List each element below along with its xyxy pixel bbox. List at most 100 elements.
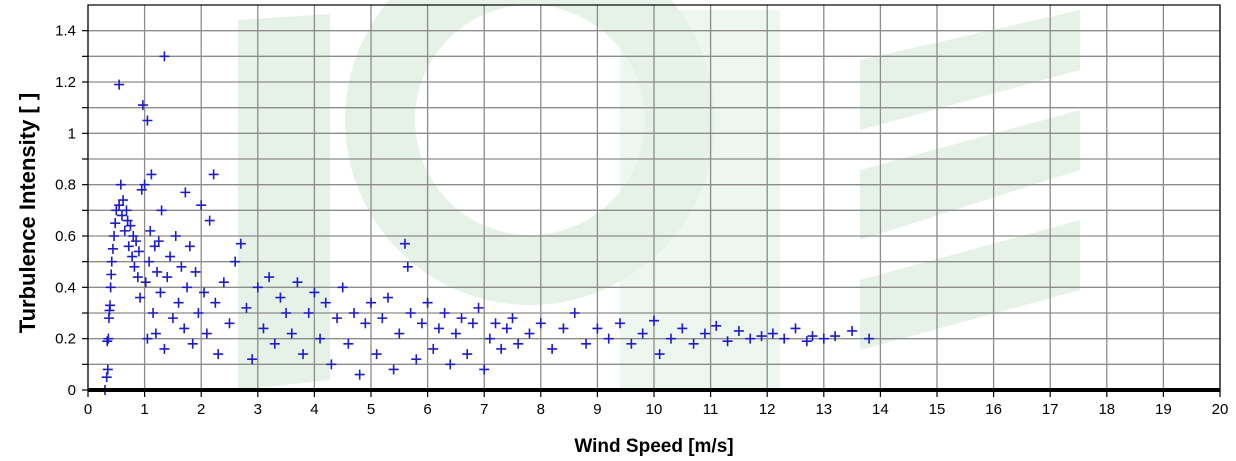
data-point <box>156 205 167 216</box>
data-point <box>456 313 467 324</box>
data-point <box>303 308 314 318</box>
x-tick-label: 3 <box>254 401 262 418</box>
x-tick-label: 11 <box>703 401 719 418</box>
data-point <box>162 272 173 283</box>
data-point <box>603 333 614 344</box>
y-tick-label: 0.4 <box>55 279 76 296</box>
data-point <box>801 336 812 347</box>
data-point <box>128 231 139 241</box>
data-point <box>467 318 478 329</box>
data-point <box>402 261 413 272</box>
data-point <box>218 277 229 288</box>
data-point <box>176 261 187 272</box>
x-tick-label: 7 <box>480 401 488 418</box>
data-point <box>145 225 156 236</box>
data-point <box>462 349 473 360</box>
data-point <box>187 338 198 349</box>
data-points <box>99 51 875 395</box>
data-point <box>637 328 648 339</box>
data-point <box>790 323 801 334</box>
data-point <box>210 297 221 308</box>
x-tick-label: 12 <box>759 401 776 418</box>
data-point <box>106 256 117 267</box>
data-point <box>199 287 210 298</box>
data-point <box>320 297 331 308</box>
data-point <box>110 218 121 229</box>
data-point <box>125 220 136 231</box>
x-tick-label: 13 <box>815 401 832 418</box>
data-point <box>677 323 688 334</box>
data-point <box>101 372 112 383</box>
data-point <box>479 364 490 375</box>
watermark-logo <box>238 0 1080 390</box>
data-point <box>807 331 818 342</box>
data-point <box>665 333 676 344</box>
x-tick-label: 4 <box>310 401 318 418</box>
axes <box>82 4 1221 397</box>
y-tick-labels: 0 0.2 0.4 0.6 0.8 1 1.2 1.4 <box>55 23 76 399</box>
data-point <box>382 292 393 303</box>
data-point <box>201 328 212 339</box>
data-point <box>213 349 224 360</box>
data-point <box>354 369 365 380</box>
data-point <box>102 364 113 375</box>
data-point <box>654 349 665 360</box>
data-point <box>501 323 512 334</box>
data-point <box>135 292 146 303</box>
x-tick-label: 9 <box>593 401 601 418</box>
y-tick-label: 1 <box>68 125 76 142</box>
data-point <box>165 251 176 262</box>
data-point <box>411 354 422 365</box>
data-point <box>105 282 116 293</box>
data-point <box>115 179 126 190</box>
data-point <box>159 51 170 62</box>
data-point <box>196 200 207 211</box>
data-point <box>615 318 626 329</box>
data-point <box>118 195 129 206</box>
data-point <box>484 333 495 344</box>
data-point <box>105 300 116 311</box>
data-point <box>399 238 410 249</box>
data-point <box>326 359 337 370</box>
data-point <box>264 272 275 283</box>
x-tick-label: 15 <box>929 401 946 418</box>
data-point <box>513 338 524 349</box>
data-point <box>102 336 113 347</box>
data-point <box>136 184 147 195</box>
data-point <box>170 231 181 241</box>
data-point <box>149 241 160 252</box>
x-tick-label: 18 <box>1098 401 1115 418</box>
data-point <box>132 272 143 283</box>
data-point <box>241 302 252 313</box>
data-point <box>558 323 569 334</box>
y-tick-label: 1.4 <box>55 23 76 40</box>
data-point <box>146 169 157 180</box>
grid <box>87 5 1221 391</box>
y-tick-label: 0 <box>68 382 76 399</box>
data-point <box>142 333 153 344</box>
data-point <box>109 231 120 241</box>
x-tick-label: 20 <box>1212 401 1229 418</box>
x-tick-label: 10 <box>646 401 663 418</box>
data-point <box>745 333 756 344</box>
data-point <box>733 325 744 336</box>
x-tick-label: 1 <box>140 401 148 418</box>
data-point <box>119 225 130 236</box>
data-point <box>847 325 858 336</box>
data-point <box>343 338 354 349</box>
data-point <box>569 308 580 318</box>
data-point <box>315 333 326 344</box>
x-tick-label: 17 <box>1042 401 1059 418</box>
data-point <box>142 115 153 126</box>
data-point <box>818 333 829 344</box>
data-point <box>722 336 733 347</box>
watermark-shape <box>860 110 1080 240</box>
data-point <box>711 320 722 331</box>
data-point <box>699 328 710 339</box>
data-point <box>337 282 348 293</box>
data-point <box>123 241 134 252</box>
data-point <box>122 215 133 226</box>
y-tick-label: 0.8 <box>55 177 76 194</box>
data-point <box>779 333 790 344</box>
x-tick-label: 16 <box>985 401 1002 418</box>
